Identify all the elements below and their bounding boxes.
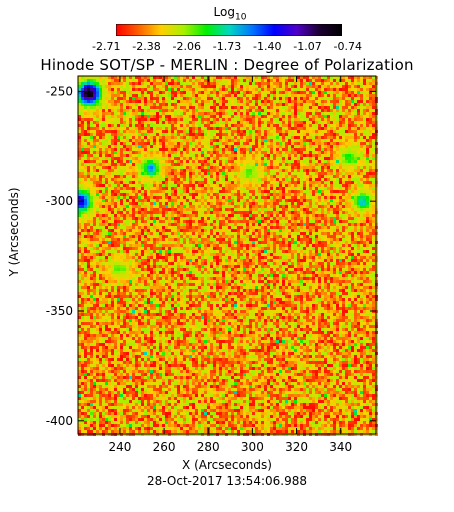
x-axis-label: X (Arcseconds) [182, 458, 272, 472]
plot-frame [77, 75, 377, 435]
colorbar-tick-labels: -2.71 -2.38 -2.06 -1.73 -1.40 -1.07 -0.74 [92, 40, 362, 53]
colorbar-tick: -1.07 [293, 40, 322, 53]
colorbar-tick: -2.71 [92, 40, 121, 53]
y-axis: -250 -300 -350 -400 [46, 84, 376, 428]
colorbar-tick: -1.73 [212, 40, 242, 53]
colorbar [116, 24, 342, 36]
x-tick-label: 320 [285, 440, 308, 454]
chart-title: Hinode SOT/SP - MERLIN : Degree of Polar… [40, 56, 414, 74]
x-tick-label: 260 [153, 440, 176, 454]
timestamp: 28-Oct-2017 13:54:06.988 [147, 474, 307, 488]
y-tick-label: -350 [46, 304, 73, 318]
colorbar-title: Log10 [213, 5, 247, 23]
x-tick-label: 280 [197, 440, 220, 454]
colorbar-tick: -1.40 [253, 40, 282, 53]
colorbar-tick: -2.38 [132, 40, 161, 53]
y-tick-label: -400 [46, 414, 73, 428]
colorbar-tick: -0.74 [333, 40, 362, 53]
y-tick-label: -300 [46, 194, 73, 208]
x-tick-label: 300 [241, 440, 264, 454]
x-tick-label: 240 [108, 440, 131, 454]
colorbar-tick: -2.06 [172, 40, 201, 53]
x-tick-label: 340 [329, 440, 352, 454]
y-axis-label: Y (Arcseconds) [7, 187, 21, 277]
x-axis: 240 260 280 300 320 340 [108, 76, 352, 454]
heatmap-image [78, 76, 378, 436]
y-tick-label: -250 [46, 84, 73, 98]
